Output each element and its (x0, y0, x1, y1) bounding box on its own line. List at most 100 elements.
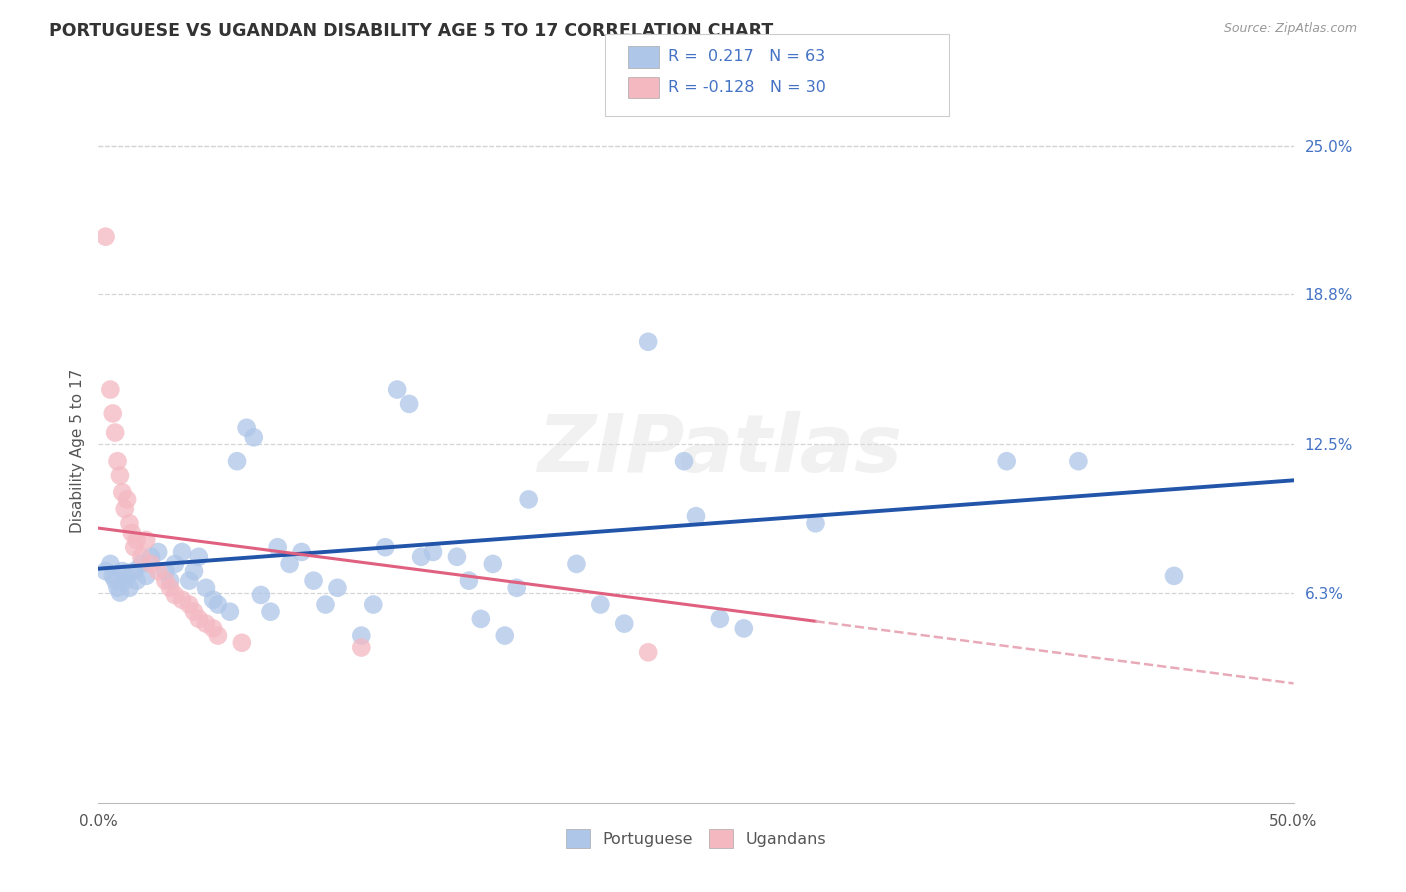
Point (494, 629, 516, 643)
Point (259, 605, 281, 619)
Point (235, 421, 257, 435)
Point (104, 574, 127, 588)
Point (637, 334, 659, 349)
Point (115, 569, 138, 583)
Point (302, 574, 325, 588)
Point (131, 557, 153, 571)
Point (98, 557, 122, 571)
Point (163, 557, 186, 571)
Point (159, 574, 181, 588)
Text: Source: ZipAtlas.com: Source: ZipAtlas.com (1223, 22, 1357, 36)
Legend: Portuguese, Ugandans: Portuguese, Ugandans (560, 822, 832, 855)
Point (374, 540, 396, 554)
Point (291, 545, 314, 559)
Point (187, 612, 209, 626)
Text: PORTUGUESE VS UGANDAN DISABILITY AGE 5 TO 17 CORRELATION CHART: PORTUGUESE VS UGANDAN DISABILITY AGE 5 T… (49, 22, 773, 40)
Point (385, 383, 409, 397)
Point (155, 574, 177, 588)
Point (350, 629, 373, 643)
Point (187, 549, 209, 564)
Point (506, 581, 529, 595)
Point (124, 540, 146, 554)
Point (995, 454, 1018, 468)
Point (458, 574, 481, 588)
Point (613, 616, 636, 631)
Point (195, 581, 218, 595)
Point (108, 468, 131, 483)
Point (685, 509, 707, 524)
Point (1163, 569, 1185, 583)
Point (172, 545, 194, 559)
Point (139, 557, 162, 571)
Point (155, 564, 177, 578)
Point (107, 581, 129, 595)
Point (267, 540, 290, 554)
Point (202, 622, 225, 636)
Point (411, 549, 433, 564)
Point (278, 557, 301, 571)
Point (104, 425, 127, 440)
Point (709, 612, 731, 626)
Point (363, 598, 385, 612)
Point (470, 612, 492, 626)
Point (94, 229, 117, 244)
Point (446, 549, 468, 564)
Point (124, 564, 146, 578)
Point (125, 574, 148, 588)
Point (517, 492, 540, 507)
Point (98, 383, 122, 397)
Point (733, 622, 755, 636)
Point (315, 598, 337, 612)
Y-axis label: Disability Age 5 to 17: Disability Age 5 to 17 (69, 368, 84, 533)
Point (195, 616, 218, 631)
Point (94, 564, 117, 578)
Point (207, 598, 229, 612)
Point (202, 592, 225, 607)
Point (101, 406, 124, 420)
Point (163, 588, 186, 602)
Point (135, 533, 157, 547)
Point (114, 502, 136, 516)
Point (114, 574, 136, 588)
Point (172, 592, 194, 607)
Point (118, 581, 141, 595)
Point (115, 492, 138, 507)
Point (108, 585, 131, 599)
Point (183, 605, 205, 619)
Point (398, 397, 420, 411)
Point (135, 569, 157, 583)
Point (243, 430, 266, 444)
Text: R =  0.217   N = 63: R = 0.217 N = 63 (668, 49, 825, 64)
Point (219, 605, 242, 619)
Point (673, 454, 696, 468)
Point (121, 525, 143, 540)
Point (250, 588, 273, 602)
Point (207, 629, 229, 643)
Point (125, 533, 148, 547)
Point (183, 564, 205, 578)
Point (326, 581, 349, 595)
Point (589, 598, 612, 612)
Point (1067, 454, 1090, 468)
Point (148, 564, 170, 578)
Point (111, 564, 134, 578)
Point (148, 545, 170, 559)
Point (481, 557, 505, 571)
Point (107, 454, 129, 468)
Point (101, 569, 124, 583)
Point (231, 636, 253, 650)
Point (565, 557, 588, 571)
Point (637, 645, 659, 659)
Point (179, 574, 201, 588)
Point (350, 640, 373, 655)
Point (159, 581, 181, 595)
Point (804, 516, 827, 531)
Point (179, 598, 201, 612)
Point (422, 545, 444, 559)
Point (139, 549, 162, 564)
Point (111, 485, 134, 500)
Point (131, 549, 153, 564)
Text: R = -0.128   N = 30: R = -0.128 N = 30 (668, 80, 825, 95)
Point (118, 516, 141, 531)
Text: ZIPatlas: ZIPatlas (537, 411, 903, 490)
